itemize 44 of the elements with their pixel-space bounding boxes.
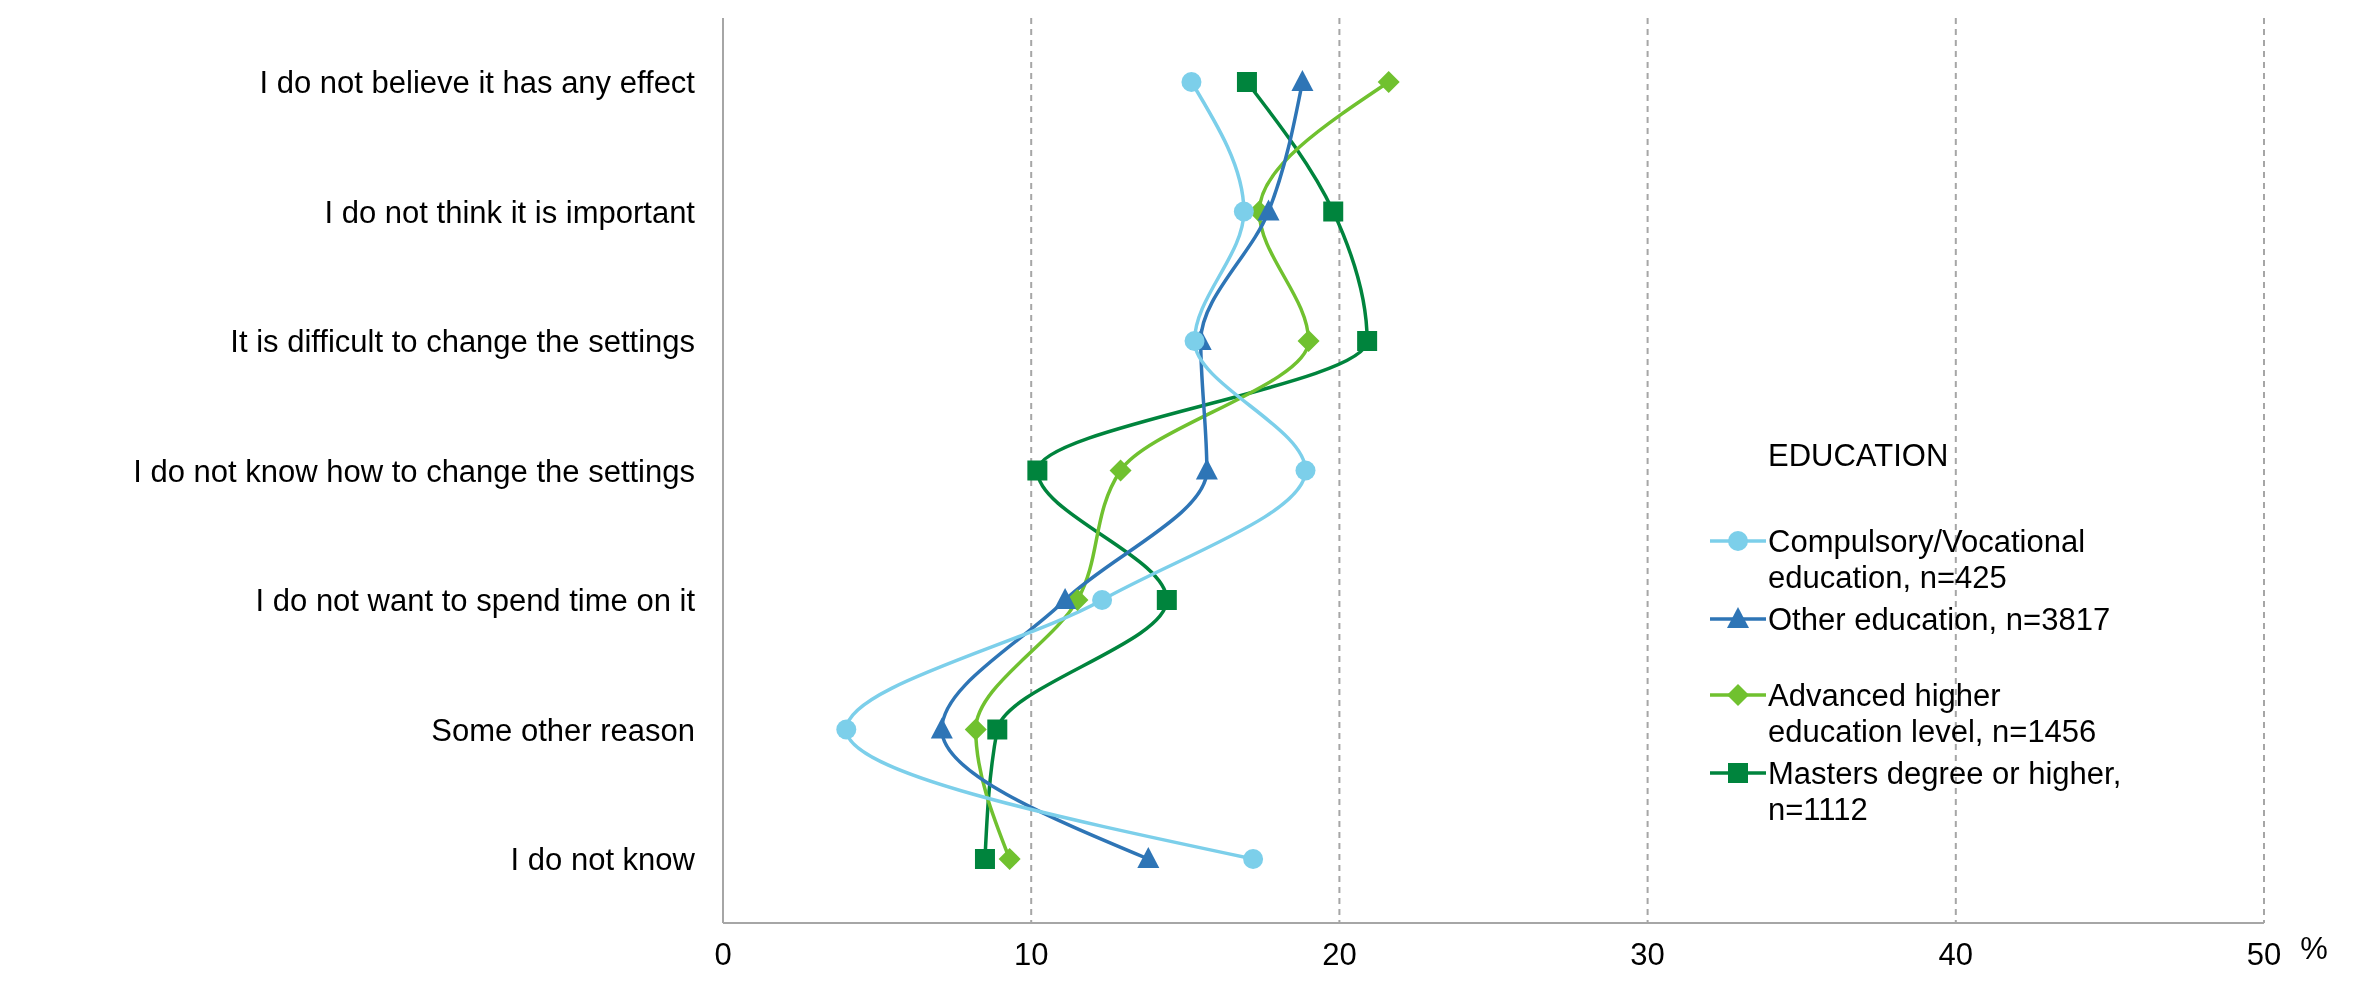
point [1109, 459, 1132, 482]
point [1377, 71, 1400, 93]
point [1195, 458, 1218, 480]
legend-label: Other education, n=3817 [1768, 602, 2111, 638]
point [974, 849, 995, 869]
point [836, 719, 857, 740]
point [1257, 199, 1280, 221]
point [1297, 330, 1320, 352]
point [1156, 590, 1177, 610]
x-tick-label: 30 [1630, 937, 1665, 973]
y-tick-label: I do not want to spend time on it [255, 583, 696, 619]
point [1054, 588, 1077, 609]
x-tick-label: 40 [1938, 937, 1974, 973]
point [1184, 331, 1205, 351]
y-tick-label: I do not think it is important [324, 194, 696, 230]
x-tick-label: 0 [714, 937, 732, 973]
point [1295, 460, 1316, 481]
point [1243, 849, 1264, 869]
x-tick-label: 20 [1322, 937, 1357, 973]
point [1137, 847, 1160, 868]
x-tick-label: 10 [1013, 937, 1049, 973]
y-tick-label: I do not know how to change the settings [133, 453, 695, 489]
point [1323, 201, 1344, 222]
point [998, 848, 1021, 870]
point [1357, 331, 1378, 351]
y-tick-label: Some other reason [431, 712, 695, 748]
legend-label: Masters degree or higher, n=1112 [1768, 756, 2123, 828]
point [964, 718, 987, 741]
legend-label: Advanced higher education level, n=1456 [1768, 678, 2098, 750]
point [1027, 460, 1048, 481]
point [1181, 72, 1202, 92]
point [930, 717, 953, 739]
y-tick-label: It is difficult to change the settings [230, 324, 695, 360]
y-tick-label: I do not believe it has any effect [259, 65, 696, 100]
point [1291, 70, 1314, 91]
x-axis-title: % [2300, 931, 2328, 966]
point [1092, 590, 1113, 610]
point [987, 719, 1008, 740]
legend-title: EDUCATION [1768, 438, 1950, 474]
x-tick-label: 50 [2246, 937, 2282, 973]
point [1233, 201, 1254, 222]
point [1236, 72, 1257, 92]
y-tick-label: I do not know [510, 842, 696, 878]
legend-label: Compulsory/Vocational education, n=425 [1768, 524, 2087, 596]
